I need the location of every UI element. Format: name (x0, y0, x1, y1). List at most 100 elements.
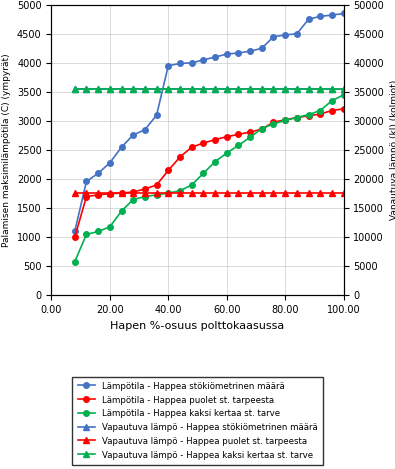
Vapautuva lämpö - Happea kaksi kertaa st. tarve (107, 86, 112, 92)
Lämpötila - Happea kaksi kertaa st. tarve (236, 143, 241, 148)
Vapautuva lämpö - Happea kaksi kertaa st. tarve (178, 86, 182, 92)
Vapautuva lämpö - Happea kaksi kertaa st. tarve (271, 86, 276, 92)
Y-axis label: Palamisen maksimilämpötila (C) (ympyrät): Palamisen maksimilämpötila (C) (ympyrät) (2, 53, 11, 247)
Lämpötila - Happea puolet st. tarpeesta (341, 106, 346, 112)
Vapautuva lämpö - Happea kaksi kertaa st. tarve (236, 86, 241, 92)
Lämpötila - Happea puolet st. tarpeesta (213, 137, 217, 143)
Lämpötila - Happea puolet st. tarpeesta (260, 126, 264, 132)
Lämpötila - Happea stökiömetrinen määrä (143, 127, 147, 133)
Vapautuva lämpö - Happea puolet st. tarpeesta (224, 190, 229, 196)
Lämpötila - Happea puolet st. tarpeesta (119, 190, 124, 196)
Vapautuva lämpö - Happea puolet st. tarpeesta (143, 190, 147, 196)
Lämpötila - Happea stökiömetrinen määrä (224, 51, 229, 57)
Vapautuva lämpö - Happea stökiömetrinen määrä (318, 86, 323, 92)
Lämpötila - Happea kaksi kertaa st. tarve (201, 171, 206, 176)
Lämpötila - Happea stökiömetrinen määrä (295, 31, 299, 37)
Vapautuva lämpö - Happea puolet st. tarpeesta (248, 190, 252, 196)
Lämpötila - Happea puolet st. tarpeesta (143, 186, 147, 192)
Vapautuva lämpö - Happea puolet st. tarpeesta (341, 190, 346, 196)
Vapautuva lämpö - Happea puolet st. tarpeesta (84, 190, 89, 196)
Lämpötila - Happea kaksi kertaa st. tarve (154, 192, 159, 197)
Lämpötila - Happea kaksi kertaa st. tarve (283, 118, 288, 123)
Vapautuva lämpö - Happea stökiömetrinen määrä (236, 86, 241, 92)
Lämpötila - Happea puolet st. tarpeesta (329, 108, 334, 113)
Lämpötila - Happea kaksi kertaa st. tarve (119, 208, 124, 214)
Vapautuva lämpö - Happea stökiömetrinen määrä (283, 86, 288, 92)
Vapautuva lämpö - Happea stökiömetrinen määrä (107, 86, 112, 92)
Vapautuva lämpö - Happea kaksi kertaa st. tarve (201, 86, 206, 92)
Vapautuva lämpö - Happea stökiömetrinen määrä (306, 86, 311, 92)
Lämpötila - Happea kaksi kertaa st. tarve (96, 229, 100, 234)
Vapautuva lämpö - Happea puolet st. tarpeesta (318, 190, 323, 196)
Vapautuva lämpö - Happea kaksi kertaa st. tarve (341, 86, 346, 92)
Legend: Lämpötila - Happea stökiömetrinen määrä, Lämpötila - Happea puolet st. tarpeesta: Lämpötila - Happea stökiömetrinen määrä,… (72, 377, 323, 465)
Lämpötila - Happea puolet st. tarpeesta (178, 154, 182, 160)
Vapautuva lämpö - Happea stökiömetrinen määrä (248, 86, 252, 92)
Lämpötila - Happea stökiömetrinen määrä (131, 132, 135, 138)
Lämpötila - Happea stökiömetrinen määrä (96, 171, 100, 176)
Vapautuva lämpö - Happea puolet st. tarpeesta (178, 190, 182, 196)
Lämpötila - Happea puolet st. tarpeesta (236, 132, 241, 137)
Lämpötila - Happea stökiömetrinen määrä (306, 16, 311, 22)
Vapautuva lämpö - Happea kaksi kertaa st. tarve (283, 86, 288, 92)
Vapautuva lämpö - Happea puolet st. tarpeesta (283, 190, 288, 196)
Lämpötila - Happea puolet st. tarpeesta (154, 182, 159, 188)
Vapautuva lämpö - Happea stökiömetrinen määrä (189, 86, 194, 92)
Vapautuva lämpö - Happea puolet st. tarpeesta (189, 190, 194, 196)
Line: Lämpötila - Happea puolet st. tarpeesta: Lämpötila - Happea puolet st. tarpeesta (72, 106, 346, 240)
Lämpötila - Happea kaksi kertaa st. tarve (213, 159, 217, 165)
Lämpötila - Happea puolet st. tarpeesta (96, 192, 100, 197)
Vapautuva lämpö - Happea puolet st. tarpeesta (260, 190, 264, 196)
Lämpötila - Happea kaksi kertaa st. tarve (166, 190, 171, 196)
Lämpötila - Happea kaksi kertaa st. tarve (341, 92, 346, 98)
Line: Vapautuva lämpö - Happea puolet st. tarpeesta: Vapautuva lämpö - Happea puolet st. tarp… (71, 189, 347, 196)
Vapautuva lämpö - Happea puolet st. tarpeesta (236, 190, 241, 196)
Vapautuva lämpö - Happea kaksi kertaa st. tarve (143, 86, 147, 92)
Vapautuva lämpö - Happea kaksi kertaa st. tarve (84, 86, 89, 92)
Lämpötila - Happea kaksi kertaa st. tarve (178, 188, 182, 194)
Lämpötila - Happea puolet st. tarpeesta (189, 144, 194, 150)
Vapautuva lämpö - Happea stökiömetrinen määrä (131, 86, 135, 92)
Lämpötila - Happea puolet st. tarpeesta (166, 167, 171, 173)
Vapautuva lämpö - Happea kaksi kertaa st. tarve (96, 86, 100, 92)
Vapautuva lämpö - Happea stökiömetrinen määrä (295, 86, 299, 92)
Vapautuva lämpö - Happea kaksi kertaa st. tarve (295, 86, 299, 92)
Vapautuva lämpö - Happea puolet st. tarpeesta (201, 190, 206, 196)
Vapautuva lämpö - Happea kaksi kertaa st. tarve (224, 86, 229, 92)
Vapautuva lämpö - Happea kaksi kertaa st. tarve (72, 86, 77, 92)
Vapautuva lämpö - Happea kaksi kertaa st. tarve (119, 86, 124, 92)
Lämpötila - Happea kaksi kertaa st. tarve (72, 259, 77, 265)
Lämpötila - Happea puolet st. tarpeesta (72, 234, 77, 240)
Lämpötila - Happea kaksi kertaa st. tarve (271, 121, 276, 127)
Lämpötila - Happea puolet st. tarpeesta (84, 194, 89, 199)
Vapautuva lämpö - Happea stökiömetrinen määrä (329, 86, 334, 92)
Vapautuva lämpö - Happea stökiömetrinen määrä (341, 86, 346, 92)
Lämpötila - Happea kaksi kertaa st. tarve (295, 115, 299, 121)
Lämpötila - Happea stökiömetrinen määrä (84, 179, 89, 184)
Vapautuva lämpö - Happea stökiömetrinen määrä (260, 86, 264, 92)
Lämpötila - Happea stökiömetrinen määrä (283, 32, 288, 38)
Line: Lämpötila - Happea stökiömetrinen määrä: Lämpötila - Happea stökiömetrinen määrä (72, 11, 346, 234)
Lämpötila - Happea puolet st. tarpeesta (131, 189, 135, 195)
Vapautuva lämpö - Happea stökiömetrinen määrä (154, 86, 159, 92)
Lämpötila - Happea kaksi kertaa st. tarve (107, 224, 112, 230)
Vapautuva lämpö - Happea stökiömetrinen määrä (72, 86, 77, 92)
Vapautuva lämpö - Happea kaksi kertaa st. tarve (306, 86, 311, 92)
Lämpötila - Happea puolet st. tarpeesta (201, 140, 206, 146)
Lämpötila - Happea stökiömetrinen määrä (166, 63, 171, 68)
Vapautuva lämpö - Happea puolet st. tarpeesta (306, 190, 311, 196)
Vapautuva lämpö - Happea kaksi kertaa st. tarve (131, 86, 135, 92)
Line: Vapautuva lämpö - Happea stökiömetrinen määrä: Vapautuva lämpö - Happea stökiömetrinen … (71, 85, 347, 92)
Vapautuva lämpö - Happea puolet st. tarpeesta (119, 190, 124, 196)
Vapautuva lämpö - Happea stökiömetrinen määrä (143, 86, 147, 92)
Vapautuva lämpö - Happea stökiömetrinen määrä (271, 86, 276, 92)
Vapautuva lämpö - Happea puolet st. tarpeesta (131, 190, 135, 196)
Lämpötila - Happea kaksi kertaa st. tarve (189, 182, 194, 188)
Vapautuva lämpö - Happea stökiömetrinen määrä (166, 86, 171, 92)
Vapautuva lämpö - Happea puolet st. tarpeesta (166, 190, 171, 196)
Lämpötila - Happea stökiömetrinen määrä (248, 48, 252, 54)
Lämpötila - Happea stökiömetrinen määrä (201, 57, 206, 63)
Vapautuva lämpö - Happea puolet st. tarpeesta (96, 190, 100, 196)
Vapautuva lämpö - Happea kaksi kertaa st. tarve (260, 86, 264, 92)
Lämpötila - Happea stökiömetrinen määrä (341, 11, 346, 16)
